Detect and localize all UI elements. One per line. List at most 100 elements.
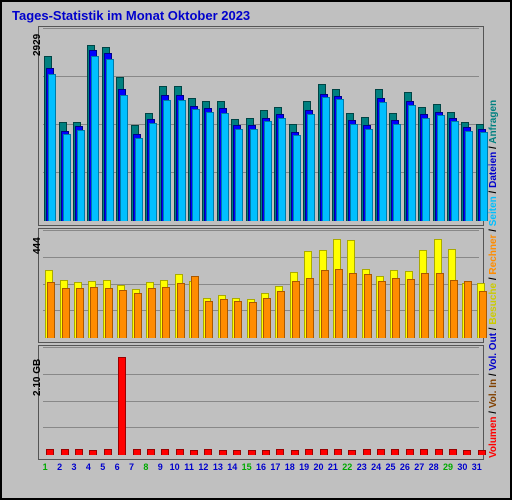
legend-seg: / — [488, 371, 499, 379]
bar-seiten — [106, 59, 114, 221]
bar-seiten — [235, 129, 243, 221]
bar-rechner — [105, 288, 113, 338]
xaxis-day: 1 — [43, 462, 48, 472]
bar-seiten — [192, 109, 200, 221]
bar-seiten — [465, 131, 473, 221]
bar-volumen — [133, 449, 141, 455]
xaxis-day: 13 — [213, 462, 223, 472]
bar-rechner — [335, 269, 343, 338]
bar-rechner — [479, 291, 487, 338]
bar-seiten — [91, 56, 99, 221]
chart-frame: Tages-Statistik im Monat Oktober 2023 12… — [0, 0, 512, 500]
bar-rechner — [62, 288, 70, 338]
bar-rechner — [364, 274, 372, 338]
bar-volumen — [118, 357, 126, 455]
bar-volumen — [248, 450, 256, 455]
xaxis-day: 7 — [129, 462, 134, 472]
bar-volumen — [46, 449, 54, 455]
bar-rechner — [119, 290, 127, 338]
ylabel-top: 2929 — [32, 34, 43, 56]
legend-seg: Dateien — [488, 152, 499, 188]
bar-seiten — [336, 99, 344, 221]
legend-seg: / — [488, 226, 499, 234]
bar-seiten — [393, 124, 401, 221]
bar-volumen — [363, 449, 371, 455]
xaxis-day: 8 — [143, 462, 148, 472]
bar-rechner — [436, 273, 444, 338]
xaxis-day: 3 — [71, 462, 76, 472]
legend-seg: / — [488, 325, 499, 333]
bar-rechner — [349, 273, 357, 338]
bar-volumen — [449, 449, 457, 455]
xaxis-day: 20 — [314, 462, 324, 472]
legend-seg: Vol. Out — [488, 333, 499, 371]
xaxis-day: 11 — [184, 462, 194, 472]
bar-seiten — [307, 114, 315, 221]
bar-rechner — [450, 280, 458, 338]
bar-volumen — [262, 450, 270, 455]
bar-volumen — [435, 449, 443, 455]
xaxis-day: 19 — [299, 462, 309, 472]
bar-rechner — [277, 291, 285, 338]
bar-volumen — [320, 449, 328, 455]
x-axis: 1234567891011121314151617181920212223242… — [38, 462, 484, 478]
plot-area: 1234567891011121314151617181920212223242… — [38, 26, 484, 462]
bar-rechner — [421, 273, 429, 338]
bar-rechner — [177, 283, 185, 338]
bar-seiten — [480, 132, 488, 221]
ylabel-bot: 2.10 GB — [32, 359, 43, 396]
bar-rechner — [76, 288, 84, 338]
xaxis-day: 22 — [342, 462, 352, 472]
bar-volumen — [377, 449, 385, 455]
xaxis-day: 17 — [270, 462, 280, 472]
xaxis-day: 23 — [357, 462, 367, 472]
bar-volumen — [406, 449, 414, 455]
right-legend: Volumen / Vol. In / Vol. Out / Besuche /… — [488, 26, 506, 460]
bar-seiten — [365, 129, 373, 221]
bar-rechner — [392, 278, 400, 338]
xaxis-day: 4 — [86, 462, 91, 472]
bar-volumen — [204, 449, 212, 455]
bar-seiten — [293, 135, 301, 221]
xaxis-day: 10 — [170, 462, 180, 472]
panel-volumen — [38, 345, 484, 460]
bar-rechner — [47, 282, 55, 338]
bar-volumen — [334, 449, 342, 455]
legend-seg: Seiten — [488, 196, 499, 226]
legend-seg: Vol. In — [488, 379, 499, 408]
bar-rechner — [234, 301, 242, 338]
bar-rechner — [90, 287, 98, 338]
bar-seiten — [206, 112, 214, 221]
legend-seg: / — [488, 408, 499, 416]
bar-rechner — [321, 270, 329, 338]
bar-seiten — [149, 123, 157, 221]
legend-seg: Rechner — [488, 235, 499, 275]
bar-volumen — [348, 450, 356, 455]
bar-volumen — [276, 449, 284, 455]
legend-seg: / — [488, 188, 499, 196]
xaxis-day: 2 — [57, 462, 62, 472]
bar-volumen — [291, 450, 299, 455]
bar-rechner — [263, 298, 271, 338]
bar-seiten — [163, 100, 171, 221]
bar-rechner — [249, 302, 257, 338]
legend-seg: / — [488, 275, 499, 283]
bar-seiten — [322, 97, 330, 221]
bar-volumen — [104, 449, 112, 455]
bar-seiten — [135, 138, 143, 221]
legend-seg: Volumen — [488, 417, 499, 458]
bar-rechner — [464, 281, 472, 338]
bar-seiten — [278, 118, 286, 221]
bar-seiten — [379, 102, 387, 221]
bar-rechner — [306, 278, 314, 338]
bar-seiten — [178, 100, 186, 221]
xaxis-day: 26 — [400, 462, 410, 472]
bar-volumen — [161, 449, 169, 455]
bar-volumen — [478, 450, 486, 455]
xaxis-day: 9 — [158, 462, 163, 472]
bar-volumen — [391, 449, 399, 455]
bar-seiten — [120, 95, 128, 221]
bar-volumen — [176, 449, 184, 455]
xaxis-day: 16 — [256, 462, 266, 472]
bar-rechner — [292, 281, 300, 338]
